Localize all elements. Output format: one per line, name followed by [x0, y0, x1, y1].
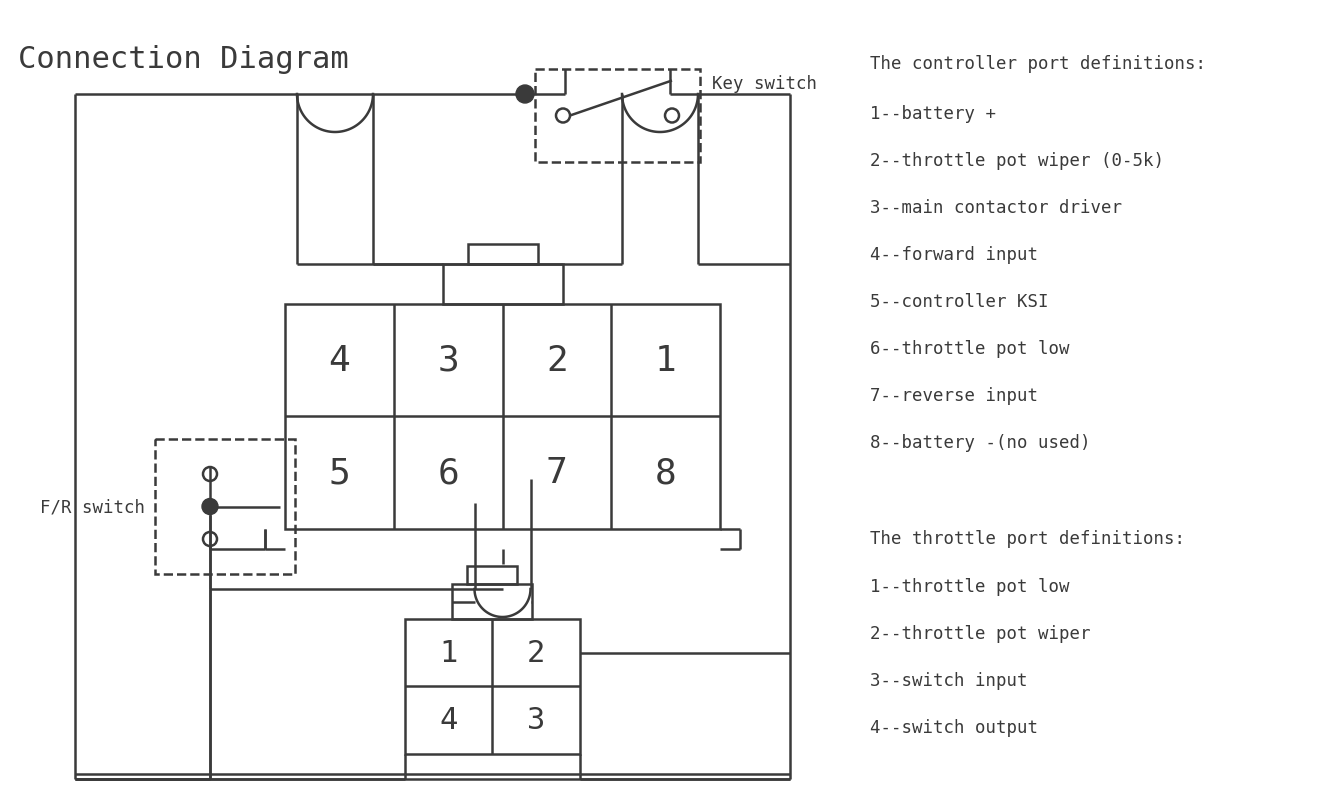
- Bar: [406, 619, 580, 754]
- Text: 1--battery +: 1--battery +: [870, 105, 996, 123]
- Text: 6: 6: [438, 456, 459, 490]
- Text: 3--switch input: 3--switch input: [870, 671, 1027, 689]
- Bar: [452, 585, 532, 619]
- Text: 7: 7: [546, 456, 568, 490]
- Text: 3--main contactor driver: 3--main contactor driver: [870, 199, 1122, 217]
- Bar: [155, 439, 295, 574]
- Bar: [535, 70, 700, 163]
- Text: 3: 3: [527, 706, 546, 735]
- Bar: [467, 566, 518, 585]
- Text: 8--battery -(no used): 8--battery -(no used): [870, 434, 1090, 451]
- Text: 1: 1: [440, 638, 458, 667]
- Text: 4: 4: [328, 344, 351, 377]
- Text: 5--controller KSI: 5--controller KSI: [870, 292, 1049, 311]
- Text: 2: 2: [527, 638, 546, 667]
- Text: F/R switch: F/R switch: [40, 498, 145, 516]
- Text: Key switch: Key switch: [712, 75, 816, 93]
- Text: 5: 5: [328, 456, 351, 490]
- Text: 3: 3: [438, 344, 459, 377]
- Bar: [285, 304, 720, 529]
- Circle shape: [516, 86, 534, 104]
- Text: 6--throttle pot low: 6--throttle pot low: [870, 340, 1070, 357]
- Text: 2: 2: [546, 344, 568, 377]
- Text: 1: 1: [655, 344, 676, 377]
- Text: 4--switch output: 4--switch output: [870, 718, 1038, 736]
- Text: 4: 4: [440, 706, 458, 735]
- Text: 2--throttle pot wiper: 2--throttle pot wiper: [870, 624, 1090, 642]
- Circle shape: [201, 499, 217, 515]
- Bar: [467, 245, 538, 265]
- Text: 2--throttle pot wiper (0-5k): 2--throttle pot wiper (0-5k): [870, 152, 1165, 169]
- Text: 1--throttle pot low: 1--throttle pot low: [870, 577, 1070, 595]
- Text: 7--reverse input: 7--reverse input: [870, 386, 1038, 405]
- Text: The throttle port definitions:: The throttle port definitions:: [870, 529, 1185, 548]
- Text: 4--forward input: 4--forward input: [870, 246, 1038, 263]
- Text: The controller port definitions:: The controller port definitions:: [870, 55, 1206, 73]
- Bar: [443, 265, 563, 304]
- Text: 8: 8: [655, 456, 676, 490]
- Text: Connection Diagram: Connection Diagram: [17, 45, 348, 74]
